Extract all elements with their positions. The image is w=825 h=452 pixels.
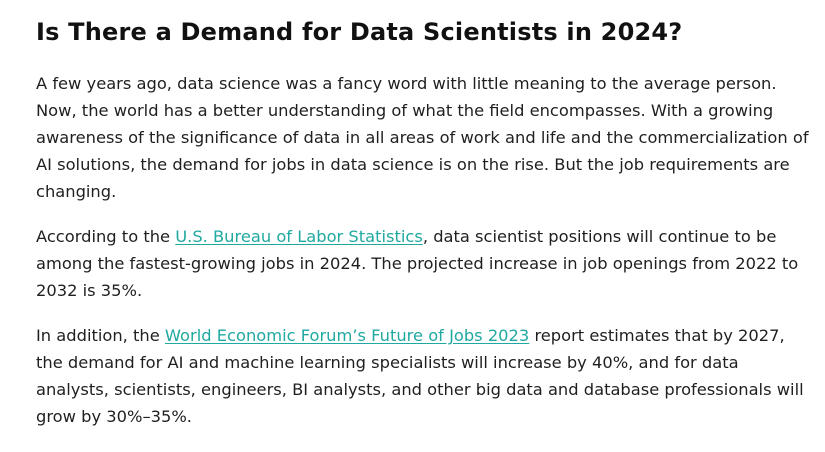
paragraph-intro: A few years ago, data science was a fanc… (36, 74, 809, 201)
paragraph-wef-lead: In addition, the (36, 326, 165, 345)
paragraph-bls-rest: , data scientist positions will continue… (36, 227, 799, 300)
wef-report-link[interactable]: World Economic Forum’s Future of Jobs 20… (164, 326, 530, 345)
bls-link[interactable]: U.S. Bureau of Labor Statistics (175, 227, 423, 246)
paragraph-wef: In addition, the World Economic Forum’s … (36, 322, 811, 430)
paragraph-bls: According to the U.S. Bureau of Labor St… (36, 223, 811, 304)
article-title: Is There a Demand for Data Scientists in… (36, 18, 683, 46)
article: Is There a Demand for Data Scientists in… (36, 14, 811, 448)
paragraph-wef-rest: report estimates that by 2027, the deman… (36, 326, 804, 426)
paragraph-bls-lead: According to the (36, 227, 176, 246)
